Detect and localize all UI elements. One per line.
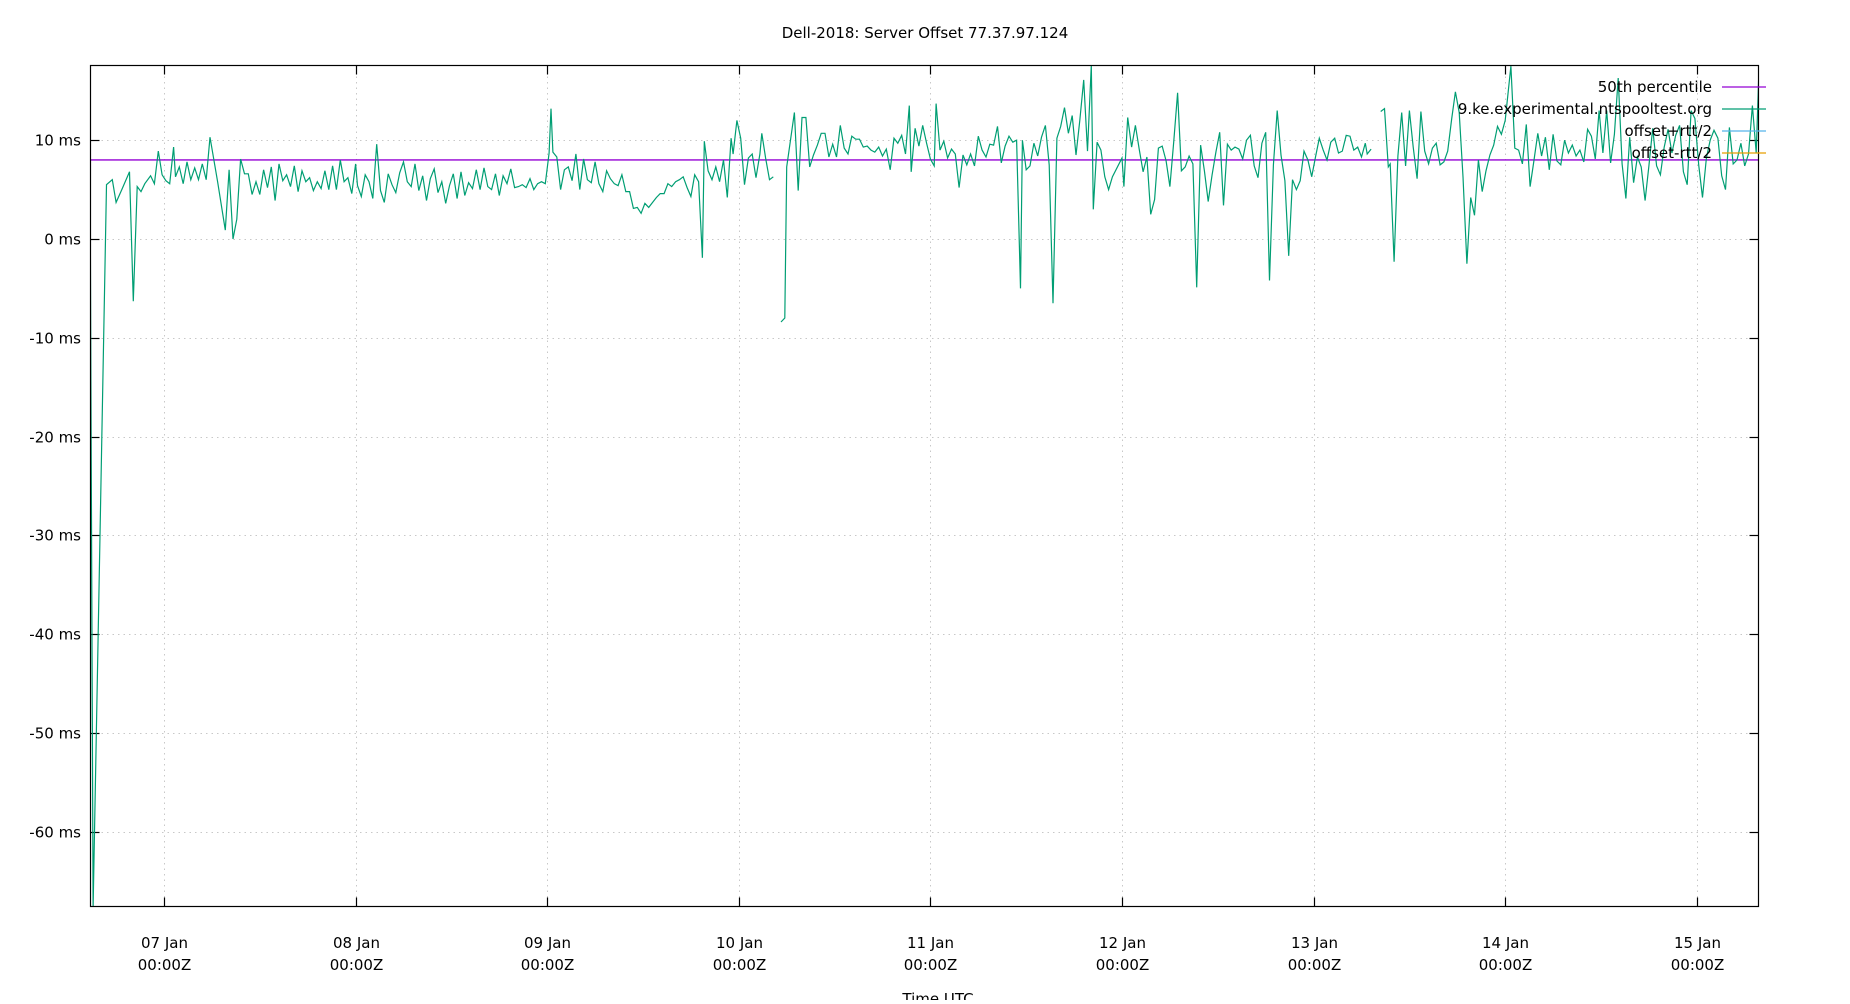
x-tick-label-time: 00:00Z [138, 956, 192, 974]
y-tick-label: -30 ms [29, 527, 81, 545]
y-tick-label: -20 ms [29, 429, 81, 447]
x-tick-label-date: 08 Jan [333, 934, 380, 952]
y-tick-label: -40 ms [29, 626, 81, 644]
y-tick-label: 10 ms [35, 132, 81, 150]
offset-series-line [91, 108, 774, 906]
data-series [91, 66, 1758, 906]
y-axis-ticks: 10 ms 0 ms -10 ms -20 ms -30 ms -40 ms -50 ms -… [29, 132, 1759, 842]
x-tick-label-date: 07 Jan [141, 934, 188, 952]
y-tick-label: -60 ms [29, 824, 81, 842]
x-tick-label-date: 09 Jan [524, 934, 571, 952]
x-tick-label-date: 13 Jan [1291, 934, 1338, 952]
x-tick-label-time: 00:00Z [1479, 956, 1533, 974]
x-tick-label-time: 00:00Z [1671, 956, 1725, 974]
x-tick-label-time: 00:00Z [521, 956, 575, 974]
plot-frame [89, 64, 1760, 908]
x-axis-title: Time UTC [901, 990, 973, 1000]
x-tick-label-time: 00:00Z [1288, 956, 1342, 974]
x-tick-label-time: 00:00Z [904, 956, 958, 974]
y-tick-label: -50 ms [29, 725, 81, 743]
x-tick-label-time: 00:00Z [713, 956, 767, 974]
grid-lines [90, 65, 1759, 907]
x-tick-label-date: 10 Jan [716, 934, 763, 952]
x-tick-label-date: 11 Jan [907, 934, 954, 952]
chart-title: Dell-2018: Server Offset 77.37.97.124 [782, 24, 1069, 42]
legend-label: 9.ke.experimental.ntspooltest.org [1458, 100, 1712, 118]
legend-label: offset+rtt/2 [1624, 122, 1712, 140]
legend: 50th percentile 9.ke.experimental.ntspool… [1458, 78, 1766, 162]
y-tick-label: 0 ms [44, 231, 81, 249]
x-tick-label-time: 00:00Z [330, 956, 384, 974]
legend-label: 50th percentile [1598, 78, 1712, 96]
x-tick-label-date: 15 Jan [1674, 934, 1721, 952]
legend-label: offset-rtt/2 [1632, 144, 1712, 162]
offset-series-line [1380, 66, 1758, 264]
x-tick-label-date: 14 Jan [1482, 934, 1529, 952]
offset-series-line [780, 66, 1372, 323]
y-tick-label: -10 ms [29, 330, 81, 348]
x-axis-ticks: 07 Jan 00:00Z 08 Jan 00:00Z 09 Jan 00:00Z 10 J… [138, 65, 1725, 974]
x-tick-label-date: 12 Jan [1099, 934, 1146, 952]
x-tick-label-time: 00:00Z [1096, 956, 1150, 974]
